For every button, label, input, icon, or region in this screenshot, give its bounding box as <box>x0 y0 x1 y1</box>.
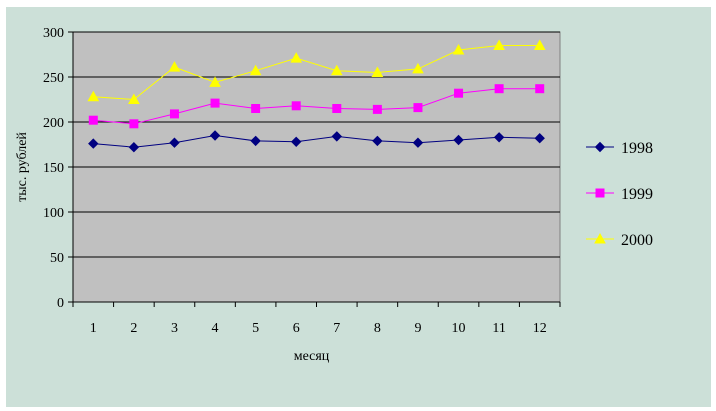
y-tick-label: 300 <box>43 26 64 41</box>
data-point-1999 <box>332 104 342 113</box>
y-tick-label: 250 <box>43 71 64 86</box>
legend-label: 1999 <box>621 186 653 203</box>
data-point-1999 <box>372 104 382 114</box>
legend-label: 2000 <box>621 232 653 249</box>
chart-frame: 0 50 100 150 200 250 300 1 2 3 4 5 6 7 8 9 10 11 12 1998 19… <box>6 7 711 407</box>
data-point-1998 <box>291 136 302 148</box>
data-point-2000 <box>128 93 140 104</box>
x-tick-label: 5 <box>252 321 259 336</box>
legend-item-1998: 1998 <box>586 140 653 157</box>
data-point-1998 <box>128 141 140 153</box>
data-point-1999 <box>535 84 545 94</box>
legend-label: 1998 <box>621 140 653 157</box>
data-point-2000 <box>533 39 546 50</box>
data-point-2000 <box>412 62 424 74</box>
series-line-2000 <box>93 45 540 101</box>
legend-marker <box>595 188 605 198</box>
data-point-1998 <box>88 138 99 149</box>
y-tick-label: 200 <box>43 116 64 131</box>
series-line-1998 <box>93 134 540 148</box>
legend: 1998 1999 2000 <box>586 140 653 249</box>
legend-marker <box>594 141 606 153</box>
data-point-1998 <box>412 137 424 148</box>
data-point-1998 <box>209 130 221 141</box>
x-tick-label: 3 <box>171 321 178 336</box>
data-point-1998 <box>493 132 505 143</box>
data-point-2000 <box>452 43 465 55</box>
legend-item-1999: 1999 <box>586 186 653 203</box>
y-tick-label: 50 <box>50 251 64 266</box>
data-point-2000 <box>249 64 262 76</box>
data-point-1999 <box>251 104 261 113</box>
gridlines <box>73 31 560 258</box>
data-point-1998 <box>169 137 180 148</box>
data-point-2000 <box>330 64 343 76</box>
legend-marker <box>594 232 606 244</box>
data-point-1999 <box>129 119 139 129</box>
legend-item-2000: 2000 <box>586 232 653 249</box>
x-tick-label: 1 <box>90 321 97 336</box>
data-point-1999 <box>210 98 220 108</box>
series-lines <box>87 39 546 153</box>
series-2000 <box>87 39 546 104</box>
y-tick-label: 150 <box>43 161 64 176</box>
data-point-1998 <box>534 132 545 144</box>
data-point-2000 <box>290 52 303 63</box>
series-line-1999 <box>93 88 540 125</box>
data-point-2000 <box>371 66 384 77</box>
y-tick-label: 0 <box>57 296 64 311</box>
y-tick-label: 100 <box>43 206 64 221</box>
data-point-1999 <box>413 103 423 113</box>
x-axis-title: месяц <box>294 349 330 364</box>
data-point-1998 <box>250 135 261 147</box>
data-point-2000 <box>493 39 505 50</box>
series-1999 <box>88 84 545 129</box>
x-tick-label: 2 <box>130 321 137 336</box>
series-1998 <box>88 130 545 153</box>
y-axis-title: тыс. рублей <box>15 132 30 202</box>
data-point-1999 <box>291 101 301 111</box>
x-tick-label: 8 <box>374 321 381 336</box>
x-tick-label: 6 <box>293 321 300 336</box>
x-tick-label: 4 <box>212 321 219 336</box>
x-tick-label: 10 <box>452 321 466 336</box>
data-point-1998 <box>453 134 464 146</box>
data-point-2000 <box>209 76 221 87</box>
data-point-1999 <box>454 88 464 98</box>
data-point-1999 <box>169 109 179 119</box>
data-point-2000 <box>87 90 100 102</box>
data-point-1998 <box>372 135 383 147</box>
x-tick-label: 11 <box>492 321 505 336</box>
data-point-1999 <box>88 115 98 125</box>
data-point-1998 <box>331 131 342 142</box>
x-tick-label: 7 <box>333 321 340 336</box>
data-point-2000 <box>168 61 181 72</box>
x-tick-label: 9 <box>414 321 421 336</box>
data-point-1999 <box>494 84 504 94</box>
x-tick-label: 12 <box>533 321 547 336</box>
